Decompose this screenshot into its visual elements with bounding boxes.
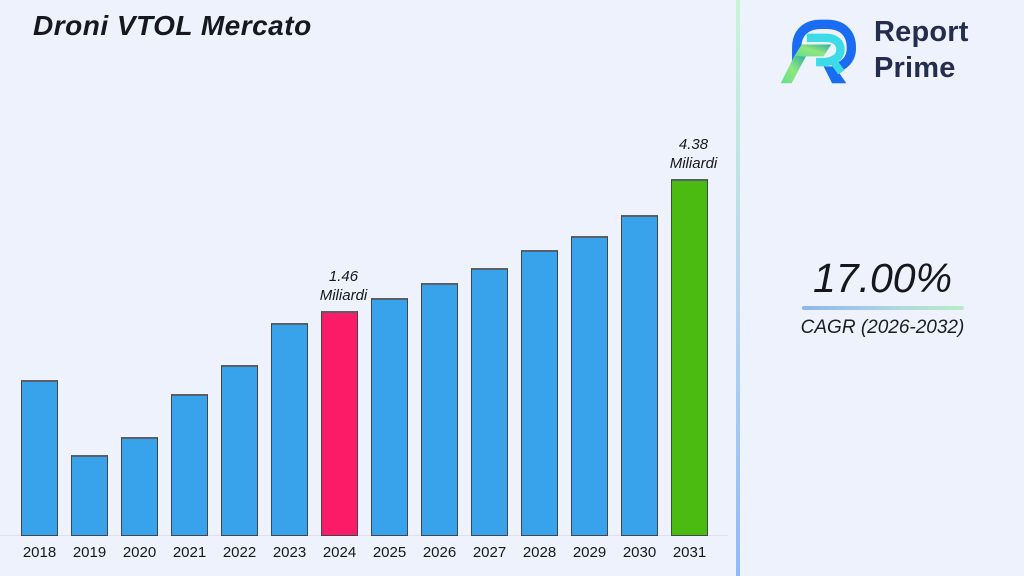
x-tick-2018: 2018 [22,544,57,561]
page-title: Droni VTOL Mercato [33,10,312,41]
report-prime-logo: Report Prime [779,12,969,88]
cagr-underline [801,306,964,310]
bar-2025 [371,298,408,536]
x-tick-2021: 2021 [172,544,207,561]
bar-2026 [421,283,458,536]
cagr-value: 17.00% [812,255,953,301]
vertical-divider [736,0,740,576]
logo-word-report: Report [874,16,969,48]
x-tick-2029: 2029 [572,544,607,561]
report-prime-logo-text: Report Prime [874,14,969,86]
bar-2022 [221,365,258,536]
bar-2024 [321,311,358,536]
x-tick-2019: 2019 [72,544,107,561]
x-tick-2028: 2028 [522,544,557,561]
x-tick-2023: 2023 [272,544,307,561]
cagr-panel: 17.00% CAGR (2026-2032) [741,256,1024,339]
x-axis-baseline [0,535,728,536]
bar-2027 [471,268,508,536]
bar-2018 [21,380,58,536]
x-tick-2031: 2031 [672,544,707,561]
bar-2031 [671,179,708,536]
x-tick-2027: 2027 [472,544,507,561]
cagr-caption: CAGR (2026-2032) [800,317,965,338]
bar-2021 [171,394,208,536]
bar-2019 [71,455,108,536]
bar-2023 [271,323,308,536]
logo-word-prime: Prime [874,52,956,84]
x-tick-2022: 2022 [222,544,257,561]
data-label-2031: 4.38 Miliardi [669,136,718,172]
bar-2030 [621,215,658,536]
x-tick-2020: 2020 [122,544,157,561]
x-tick-2025: 2025 [372,544,407,561]
bar-2029 [571,236,608,536]
x-tick-2030: 2030 [622,544,657,561]
data-label-2024: 1.46 Miliardi [319,268,368,304]
report-prime-logo-mark-icon [780,19,857,84]
x-tick-2024: 2024 [322,544,357,561]
bar-2020 [121,437,158,536]
bar-chart: 2018 2019 2020 2021 2022 2023 2024 1.46 Miliardi… [0,136,728,561]
bar-2028 [521,250,558,536]
x-tick-2026: 2026 [422,544,457,561]
